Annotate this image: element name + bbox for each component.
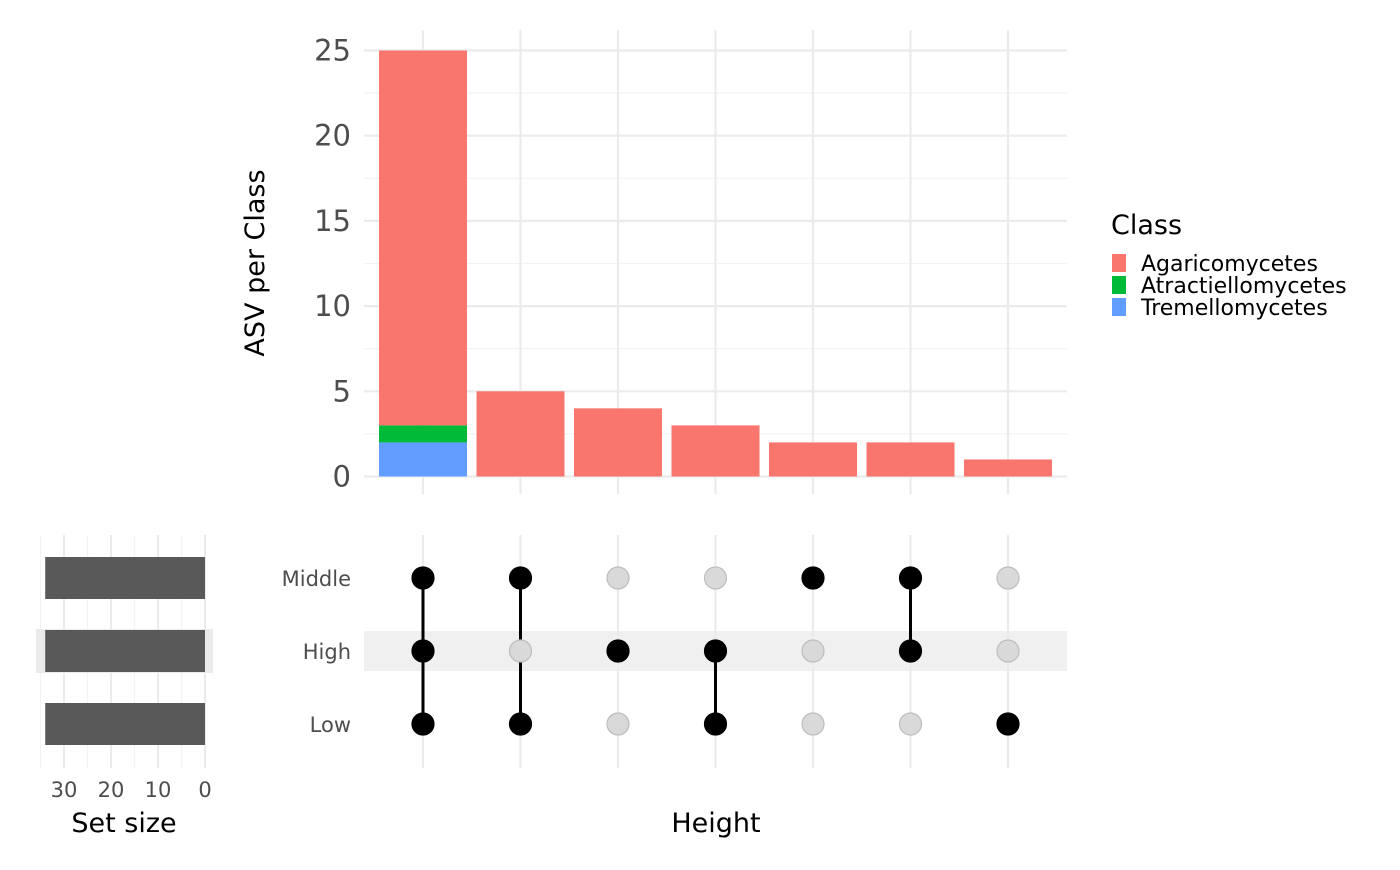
intersection-dot-filled xyxy=(411,639,435,663)
set-size-bar xyxy=(45,630,206,672)
y-tick-label: 10 xyxy=(314,289,351,323)
set-size-chart: 30 20 10 0 xyxy=(36,535,213,802)
y-tick-label: 25 xyxy=(314,34,351,68)
bar-segment xyxy=(379,442,467,477)
intersection-dot-filled xyxy=(996,712,1020,736)
intersection-dot-empty xyxy=(996,566,1020,590)
y-tick-label: 15 xyxy=(314,204,351,238)
legend-label: Tremellomycetes xyxy=(1140,296,1328,321)
set-size-tick-label: 30 xyxy=(51,778,78,802)
intersection-dot-filled xyxy=(411,566,435,590)
set-size-axis-title: Set size xyxy=(71,808,176,839)
set-size-bar xyxy=(45,703,206,745)
legend-label: Agaricomycetes xyxy=(1141,252,1318,277)
intersection-dot-empty xyxy=(703,566,728,590)
x-axis-title: Height xyxy=(671,808,760,839)
intersection-dot-filled xyxy=(703,712,728,736)
intersection-dot-filled xyxy=(801,566,825,590)
bar-segment xyxy=(574,408,662,477)
legend: Class AgaricomycetesAtractiellomycetesTr… xyxy=(1111,210,1347,321)
bar-segment xyxy=(476,391,565,477)
set-label: Low xyxy=(310,713,351,737)
y-tick-label: 0 xyxy=(333,460,351,494)
intersection-bars xyxy=(379,50,1052,477)
intersection-dot-filled xyxy=(606,639,630,663)
set-labels: Middle High Low xyxy=(282,567,351,737)
bar-segment xyxy=(769,442,857,477)
intersection-dot-empty xyxy=(996,639,1020,663)
intersection-dot-empty xyxy=(606,712,630,736)
legend-label: Atractiellomycetes xyxy=(1141,274,1347,299)
legend-key xyxy=(1112,276,1126,294)
set-size-tick-label: 0 xyxy=(198,778,211,802)
set-label: Middle xyxy=(282,567,351,591)
intersection-dot-filled xyxy=(508,712,533,736)
intersection-dot-filled xyxy=(703,639,728,663)
set-size-tick-label: 20 xyxy=(98,778,125,802)
bar-segment xyxy=(379,425,467,443)
bar-segment xyxy=(964,459,1052,477)
set-label: High xyxy=(303,640,351,664)
intersection-dot-filled xyxy=(898,639,923,663)
intersection-dot-empty xyxy=(801,639,825,663)
set-size-tick-label: 10 xyxy=(145,778,172,802)
y-axis-title: ASV per Class xyxy=(240,169,271,356)
intersection-matrix xyxy=(411,566,1020,736)
bar-segment xyxy=(379,50,467,426)
y-tick-labels: 0 5 10 15 20 25 xyxy=(314,34,351,494)
legend-title: Class xyxy=(1111,210,1182,241)
y-tick-label: 5 xyxy=(333,374,351,408)
intersection-dot-filled xyxy=(411,712,435,736)
bar-segment xyxy=(671,425,760,477)
intersection-dot-empty xyxy=(508,639,533,663)
set-size-bar xyxy=(45,557,206,599)
intersection-dot-filled xyxy=(898,566,923,590)
intersection-dot-empty xyxy=(898,712,923,736)
legend-key xyxy=(1112,254,1126,272)
intersection-gridlines xyxy=(364,30,1067,494)
intersection-dot-empty xyxy=(801,712,825,736)
intersection-dot-filled xyxy=(508,566,533,590)
y-tick-label: 20 xyxy=(314,119,351,153)
intersection-dot-empty xyxy=(606,566,630,590)
legend-key xyxy=(1112,298,1126,316)
bar-segment xyxy=(866,442,955,477)
